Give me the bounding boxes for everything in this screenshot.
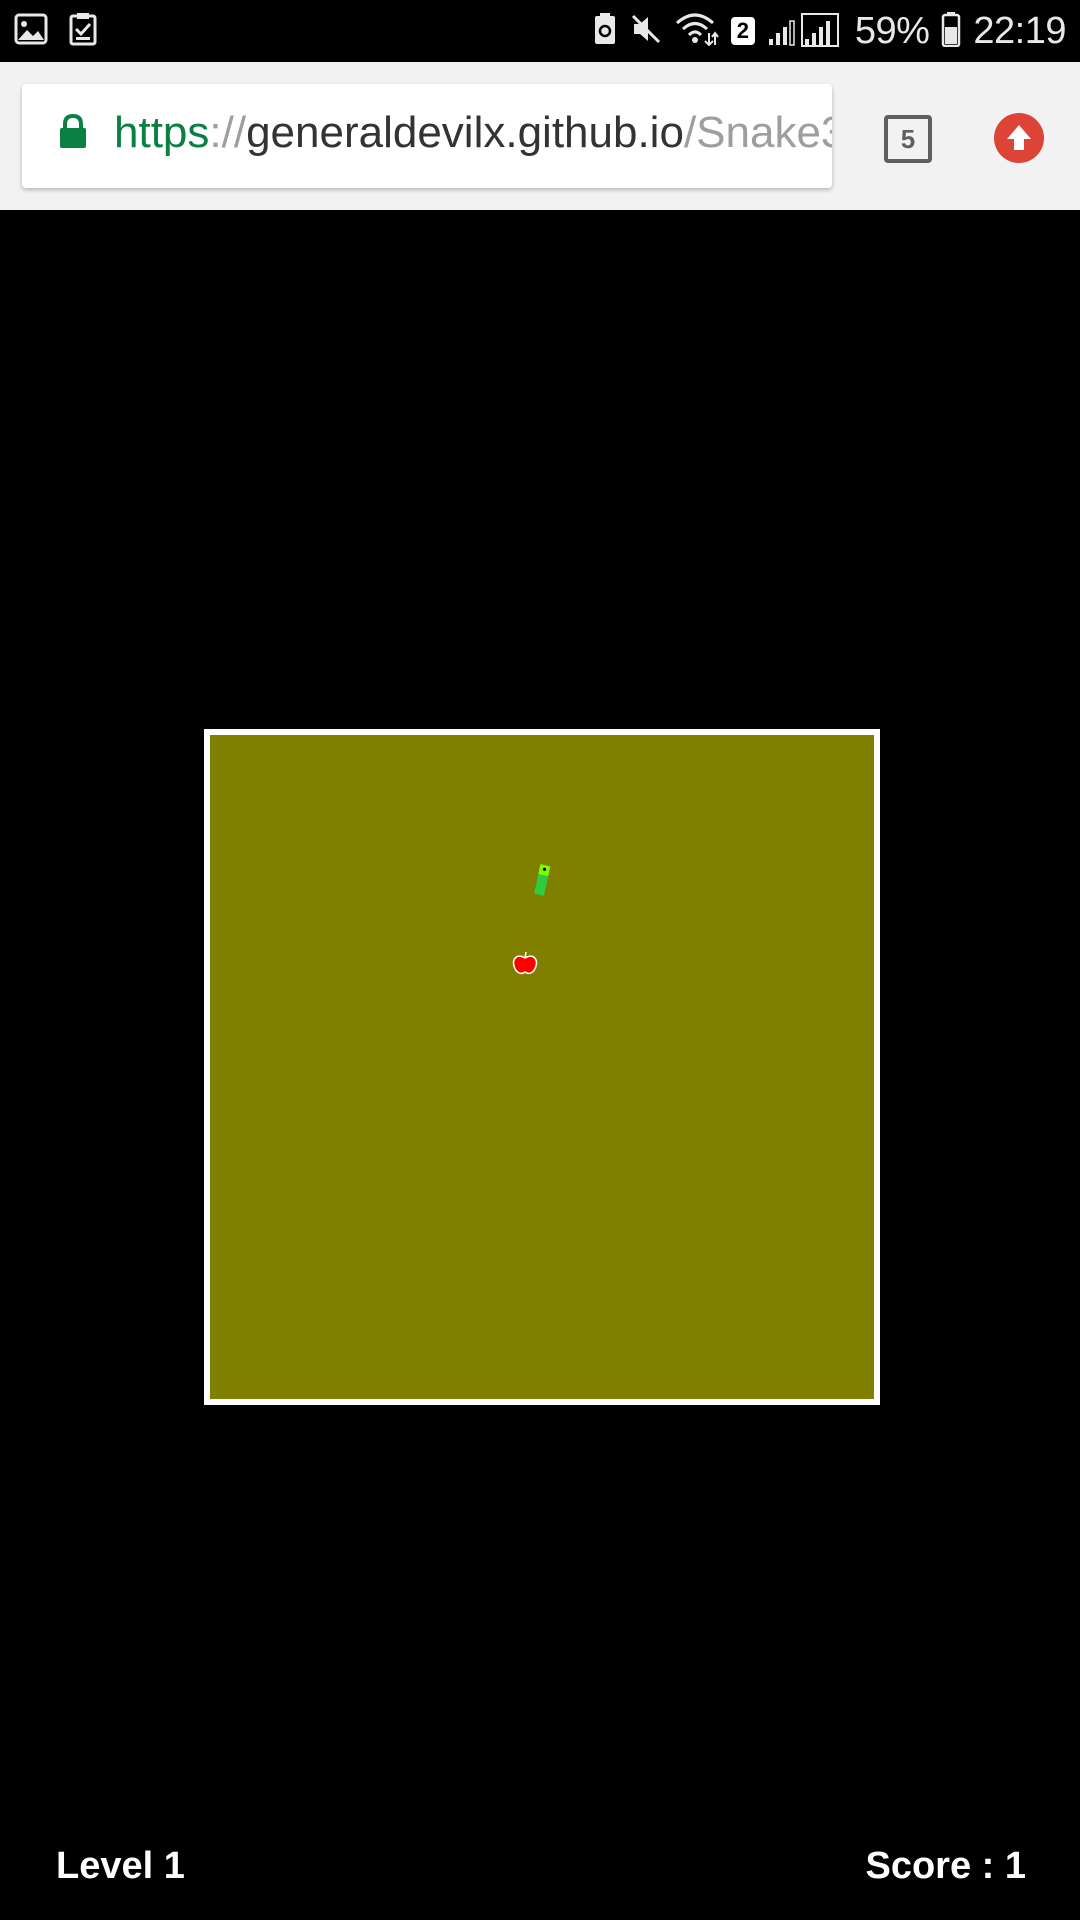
score-label: Score : 1 [865,1845,1026,1887]
status-bar: 2 59% 22:19 [0,0,1080,62]
url-text[interactable]: https://generaldevilx.github.io/Snake3 [114,108,832,158]
wifi-icon [675,11,719,52]
battery-percent: 59% [854,9,930,52]
snake [534,864,551,896]
url-scheme: https [114,108,210,157]
url-path: /Snake3 [683,108,832,157]
update-button[interactable] [994,113,1044,163]
url-bar[interactable]: https://generaldevilx.github.io/Snake3 [22,84,832,188]
game-board[interactable] [204,729,880,1405]
clock: 22:19 [973,9,1066,52]
lock-icon[interactable] [58,113,88,155]
tab-switcher-button[interactable]: 5 [884,115,932,163]
browser-toolbar: https://generaldevilx.github.io/Snake3 [0,62,1080,210]
sim-slot-badge: 2 [730,17,755,45]
status-left-icons [14,12,98,51]
url-separator: :// [209,108,247,157]
gallery-icon [14,13,48,50]
update-icon [1007,125,1031,150]
task-check-icon [68,12,98,51]
apple-icon [512,951,538,975]
url-host: generaldevilx.github.io [246,108,684,157]
level-label: Level 1 [56,1845,185,1887]
tab-count: 5 [900,123,916,154]
signal-icon [767,11,843,52]
mute-icon [629,12,663,51]
battery-saver-icon [593,12,617,51]
battery-icon [941,11,961,52]
status-right-icons: 2 59% 22:19 [593,8,1066,54]
